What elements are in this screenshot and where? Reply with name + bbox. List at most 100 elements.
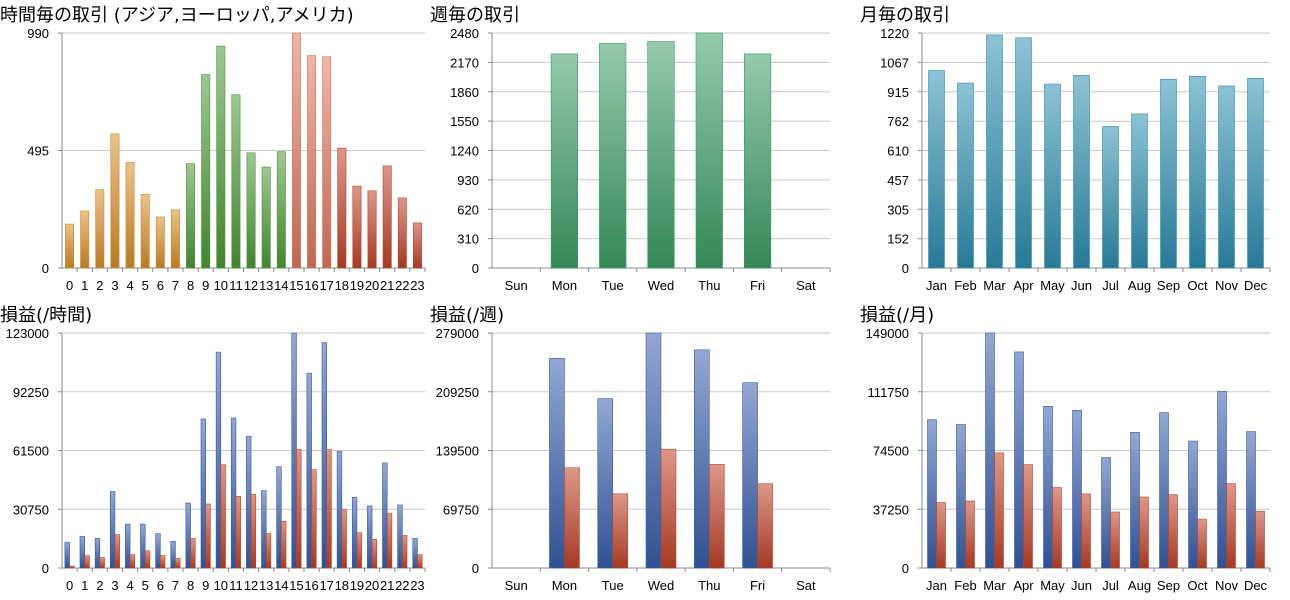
chart-title: 損益(/週) (430, 305, 504, 326)
x-tick-label: 5 (142, 278, 149, 293)
bar-23 (412, 222, 422, 269)
bar-series2-6 (160, 555, 166, 569)
bar-series2-10 (220, 464, 226, 569)
bar-Oct (1189, 76, 1206, 269)
bar-series1-9 (200, 418, 206, 569)
x-tick-label: Sun (505, 578, 528, 593)
y-tick-label: 0 (42, 261, 49, 276)
bar-13 (261, 166, 271, 269)
bar-Dec (1247, 77, 1264, 269)
bar-series1-Tue (597, 398, 614, 569)
bar-series2-12 (250, 494, 257, 569)
bar-series1-Feb (956, 424, 966, 569)
bar-Mar (986, 34, 1003, 269)
weekly-pnl-panel: 損益(/週) 0 69750 139500 209250 279000 Sun Mon Tue W… (430, 300, 860, 600)
bar-series2-13 (265, 533, 272, 569)
bar-series2-Tue (612, 493, 628, 569)
bar-series2-20 (371, 539, 378, 569)
bar-series2-17 (326, 449, 332, 569)
bar-9 (201, 74, 211, 269)
bar-series1-19 (351, 497, 358, 569)
x-tick-label: 17 (319, 578, 333, 593)
bar-22 (397, 197, 407, 269)
bar-2 (95, 189, 105, 269)
x-tick-label: 12 (244, 278, 258, 293)
x-tick-label: Tue (602, 578, 624, 593)
bar-3 (110, 133, 120, 269)
x-tick-label: Sun (505, 278, 528, 293)
x-tick-label: Nov (1215, 578, 1239, 593)
bar-series1-14 (276, 466, 282, 569)
y-tick-label: 2170 (450, 55, 479, 70)
y-tick-label: 74500 (873, 444, 909, 459)
bar-series1-Mar (985, 332, 995, 569)
bar-series1-Aug (1130, 432, 1140, 569)
bar-series1-Apr (1014, 351, 1024, 569)
x-tick-label: Apr (1013, 578, 1034, 593)
bar-series2-Sep (1168, 494, 1178, 569)
x-tick-label: 22 (395, 578, 409, 593)
y-tick-label: 990 (27, 26, 49, 41)
x-tick-label: 13 (259, 278, 273, 293)
x-tick-label: Mon (552, 578, 577, 593)
bar-series1-6 (155, 533, 161, 569)
x-tick-label: 0 (66, 278, 73, 293)
y-tick-label: 0 (902, 261, 909, 276)
x-tick-label: 16 (304, 578, 318, 593)
bar-series2-18 (341, 509, 347, 569)
bar-11 (231, 94, 241, 269)
x-tick-label: 12 (244, 578, 258, 593)
x-tick-label: May (1040, 578, 1065, 593)
y-tick-label: 279000 (436, 326, 479, 341)
x-tick-label: 16 (304, 278, 318, 293)
bar-series2-3 (114, 534, 120, 569)
x-tick-label: 15 (289, 278, 303, 293)
y-tick-label: 92250 (13, 385, 49, 400)
bar-series1-5 (140, 523, 146, 569)
bar-series2-May (1052, 487, 1062, 569)
bar-series2-5 (144, 550, 151, 569)
bar-series1-3 (109, 491, 116, 569)
bar-Jun (1073, 75, 1090, 269)
bar-10 (216, 45, 226, 269)
x-tick-label: 15 (289, 578, 303, 593)
y-tick-label: 149000 (866, 326, 909, 341)
bar-14 (276, 151, 286, 269)
bar-Thu (695, 32, 723, 269)
x-tick-label: Apr (1013, 278, 1034, 293)
x-tick-label: 17 (319, 278, 333, 293)
bar-series1-Sep (1159, 412, 1169, 569)
bar-series2-19 (356, 532, 362, 569)
y-tick-label: 762 (887, 114, 909, 129)
bar-series2-23 (417, 554, 423, 569)
x-tick-label: Jan (926, 278, 947, 293)
bar-series2-Oct (1197, 518, 1207, 569)
y-tick-label: 123000 (6, 326, 49, 341)
x-tick-label: Mar (983, 278, 1006, 293)
bar-series2-15 (296, 449, 302, 569)
x-tick-label: 13 (259, 578, 273, 593)
x-tick-label: 22 (395, 278, 409, 293)
bar-series2-1 (84, 555, 90, 569)
x-tick-label: Feb (954, 578, 976, 593)
x-tick-label: Sep (1157, 578, 1180, 593)
y-tick-label: 610 (887, 144, 909, 159)
x-tick-label: Jun (1071, 278, 1092, 293)
x-tick-label: 1 (81, 278, 88, 293)
y-tick-label: 915 (887, 85, 909, 100)
x-tick-label: 11 (229, 578, 243, 593)
x-tick-label: 14 (274, 278, 288, 293)
y-tick-label: 69750 (443, 502, 479, 517)
bar-6 (155, 216, 165, 269)
bar-series1-18 (336, 451, 343, 569)
x-tick-label: 10 (214, 578, 228, 593)
bar-series2-4 (129, 554, 136, 569)
bar-series1-7 (170, 540, 176, 569)
y-tick-label: 30750 (13, 502, 49, 517)
bar-series1-Nov (1217, 391, 1227, 569)
bar-series1-Mon (549, 357, 565, 569)
x-tick-label: 11 (229, 278, 243, 293)
bar-16 (307, 55, 317, 269)
bar-series2-Thu (708, 464, 725, 569)
bar-19 (352, 185, 362, 269)
